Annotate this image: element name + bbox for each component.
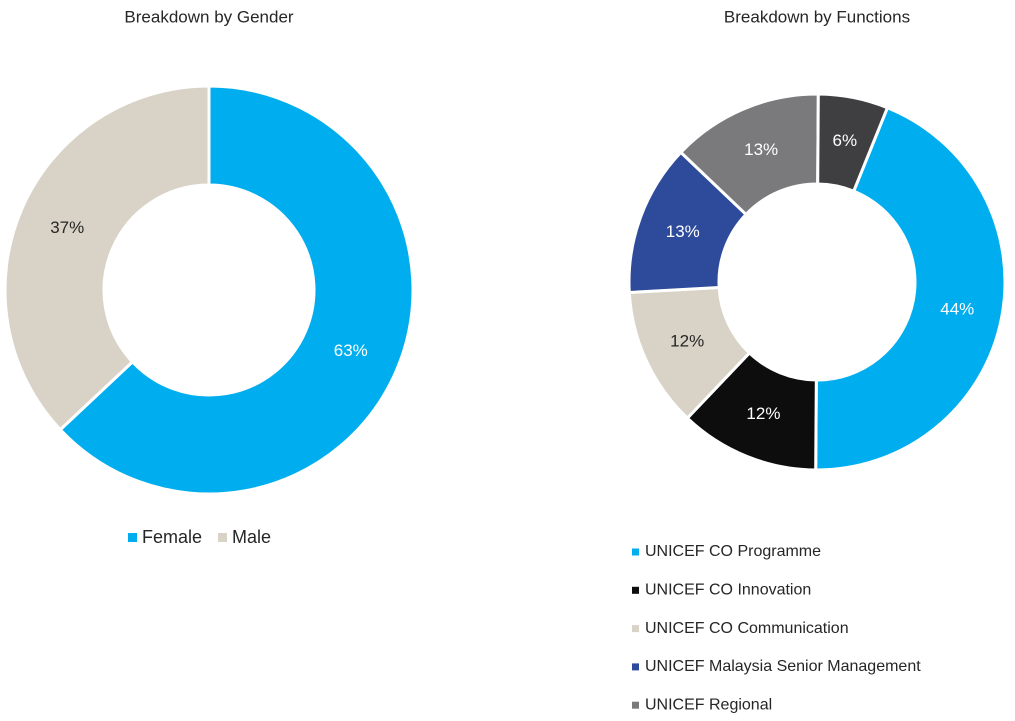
legend-swatch [632,548,639,556]
data-label: 44% [940,299,974,318]
legend-label: UNICEF CO Programme [645,543,821,560]
legend-label: UNICEF Regional [645,696,772,713]
donut-slice [58,84,415,496]
legend-swatch [632,663,639,671]
data-label: 13% [666,222,700,241]
data-label: 63% [334,341,368,360]
data-label: 6% [832,131,857,150]
donut-slice [816,92,890,194]
data-label: 12% [746,404,780,423]
legend-swatch [218,533,228,542]
legend-swatch [632,701,639,709]
legend-swatch [632,586,639,594]
data-label: 13% [744,140,778,159]
legend-label: UNICEF Malaysia Senior Management [645,658,921,675]
legend-label: UNICEF CO Communication [645,620,849,637]
donut-slice [814,105,1007,472]
data-label: 12% [670,331,704,350]
legend-swatch [632,625,639,633]
chart-title: Breakdown by Functions [724,7,910,26]
legend-label: Male [232,527,271,547]
legend-swatch [128,533,137,542]
legend-label: UNICEF CO Innovation [645,582,811,599]
chart-title: Breakdown by Gender [124,7,293,26]
legend-label: Female [142,527,202,547]
data-label: 37% [50,218,84,237]
donut-slice [3,84,211,432]
